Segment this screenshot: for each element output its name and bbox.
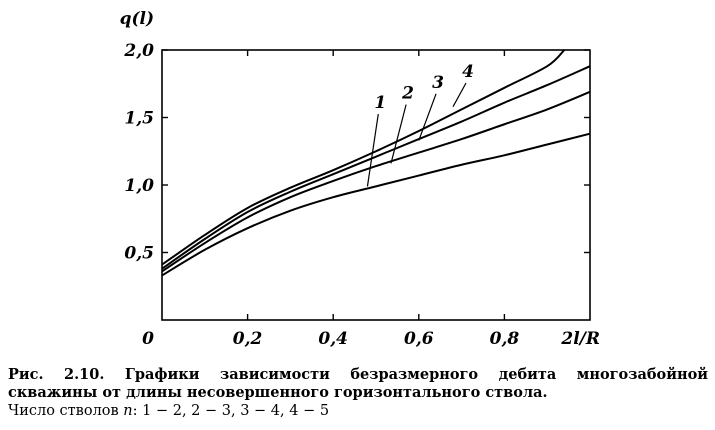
y-tick-label: 1,0	[124, 176, 154, 196]
x-tick-label: 0,2	[233, 329, 263, 349]
series-4-label: 4	[462, 62, 474, 82]
x-tick-label: 0,8	[490, 329, 520, 349]
series-1-line	[161, 132, 591, 277]
series-2-line	[161, 90, 591, 273]
caption-note-variable: n	[123, 403, 133, 419]
series-3-line	[161, 65, 591, 270]
y-tick-label: 2,0	[123, 41, 154, 61]
chart-series	[161, 49, 591, 277]
series-3-label: 3	[432, 73, 444, 93]
caption-note-prefix: Число стволов	[8, 403, 124, 419]
chart-labels: 1 234	[366, 62, 474, 187]
origin-label: 0	[142, 329, 154, 349]
x-tick-label: 0,4	[318, 329, 348, 349]
caption-main: Рис. 2.10. Графики зависимости безразмер…	[8, 366, 708, 401]
series-4-line	[161, 49, 566, 266]
caption-note: Число стволов n: 1 − 2, 2 − 3, 3 − 4, 4 …	[8, 402, 708, 420]
series-2-label: 2	[401, 84, 414, 104]
y-tick-label: 0,5	[124, 244, 154, 264]
chart-ticks: 0,2 0,4 0,6 0,8 0,5 1,0 1,5 2,0 0 q(l) 2l/R	[120, 9, 600, 349]
plot-frame	[161, 49, 591, 321]
series-4-leader	[452, 82, 467, 107]
y-axis-label: q(l)	[120, 9, 154, 29]
figure-caption: Рис. 2.10. Графики зависимости безразмер…	[8, 366, 708, 420]
chart-axes	[161, 49, 591, 321]
y-tick-label: 1,5	[124, 109, 154, 129]
series-1-leader	[366, 113, 379, 187]
series-3-leader	[418, 93, 437, 141]
series-2-leader	[390, 104, 407, 164]
chart: 0,2 0,4 0,6 0,8 0,5 1,0 1,5 2,0 0 q(l) 2l/R 1 234	[120, 9, 600, 349]
caption-note-text: : 1 − 2, 2 − 3, 3 − 4, 4 − 5	[132, 403, 330, 419]
x-axis-label: 2l/R	[560, 329, 600, 349]
x-tick-label: 0,6	[404, 329, 434, 349]
series-1-label: 1	[374, 93, 386, 113]
